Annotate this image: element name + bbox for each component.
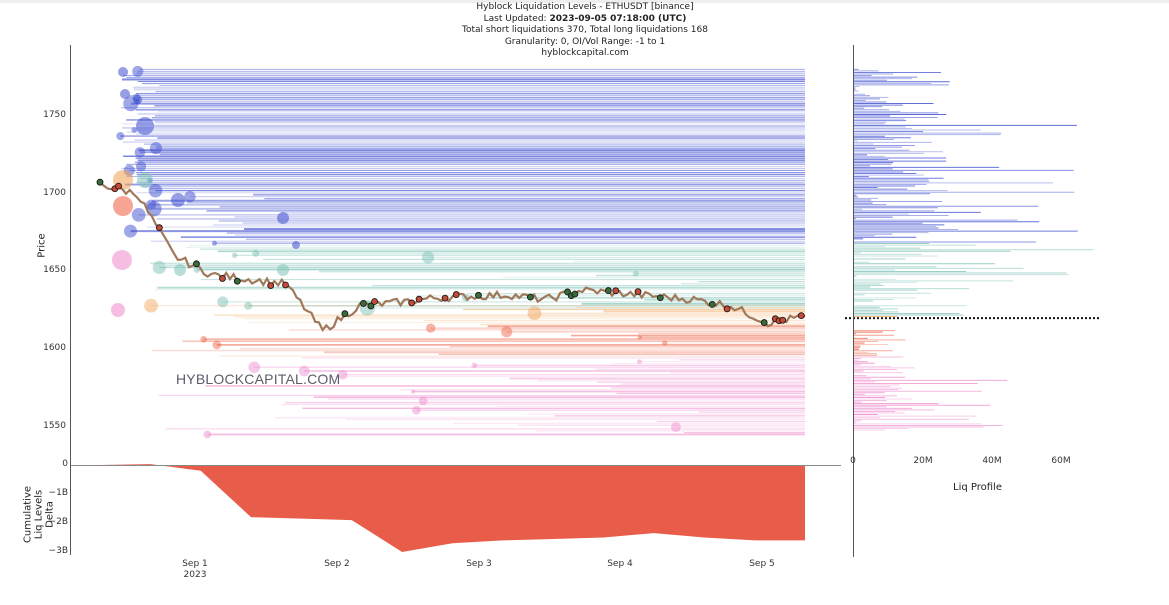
liquidation-levels: [111, 65, 805, 439]
profile-y-axis: [853, 45, 854, 557]
price-tick: 1650: [43, 265, 66, 275]
totals-text: Total short liquidations 370, Total long…: [462, 25, 708, 35]
price-tick: 1600: [43, 343, 66, 353]
price-y-axis: [70, 45, 71, 465]
profile-tick: 0: [850, 456, 856, 466]
price-tick: 1700: [43, 188, 66, 198]
delta-tick: 0: [62, 459, 68, 469]
delta-zero-line: [71, 465, 841, 466]
delta-axis-label: Cumulative Liq Levels Delta: [22, 485, 56, 544]
delta-tick: −2B: [48, 517, 68, 527]
profile-tick: 20M: [913, 456, 933, 466]
cumulative-delta-area: [100, 464, 805, 552]
profile-tick: 40M: [982, 456, 1002, 466]
date-tick: Sep 1 2023: [165, 559, 225, 581]
profile-axis-label: Liq Profile: [953, 482, 1002, 493]
price-line: [96, 178, 806, 333]
delta-y-axis: [70, 465, 71, 555]
liq-profile-bars: [853, 68, 1094, 431]
granularity-text: Granularity: 0, OI/Vol Range: -1 to 1: [504, 36, 666, 47]
date-tick: Sep 2: [324, 559, 350, 569]
price-axis-label: Price: [36, 233, 48, 258]
top-border: [0, 0, 1169, 3]
delta-tick: −1B: [48, 488, 68, 498]
date-tick: Sep 3: [466, 559, 492, 569]
site-link[interactable]: hyblockcapital.com: [541, 48, 629, 58]
chart-title-block: Hyblock Liquidation Levels - ETHUSDT [bi…: [385, 2, 785, 60]
last-updated-value: 2023-09-05 07:18:00 (UTC): [549, 13, 687, 24]
chart-title: Hyblock Liquidation Levels - ETHUSDT [bi…: [476, 2, 694, 12]
year-tick: 2023: [183, 570, 207, 580]
price-tick: 1550: [43, 421, 66, 431]
last-updated: Last Updated: 2023-09-05 07:18:00 (UTC): [483, 13, 687, 24]
delta-tick: −3B: [48, 546, 68, 556]
watermark: HYBLOCKCAPITAL.COM: [176, 371, 341, 387]
profile-tick: 60M: [1051, 456, 1071, 466]
date-tick: Sep 5: [749, 559, 775, 569]
date-tick: Sep 4: [607, 559, 633, 569]
price-tick: 1750: [43, 110, 66, 120]
